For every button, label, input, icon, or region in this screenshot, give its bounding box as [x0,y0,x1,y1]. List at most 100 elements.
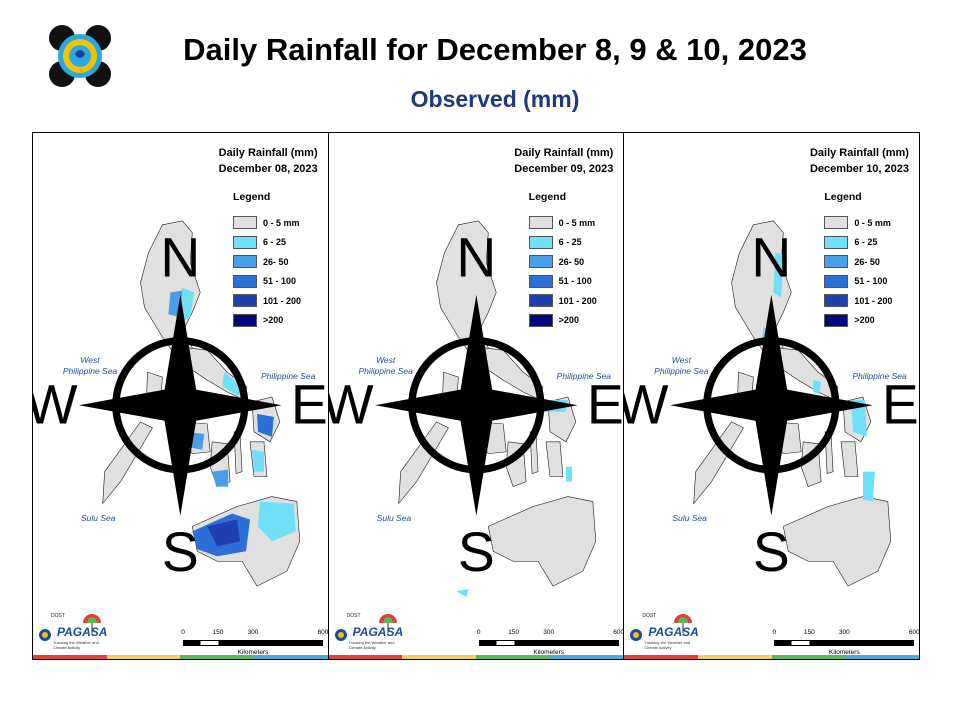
legend-row-101-200: 101 - 200 [528,291,597,311]
scale-bar-graphic [478,640,619,646]
svg-text:E: E [291,374,328,436]
sea-label-west: West Philippine Sea [654,355,709,376]
legend-row-6-25: 6 - 25 [528,233,597,253]
rain-leyte [565,466,572,482]
svg-text:W: W [624,374,668,436]
rain-negros [212,469,229,487]
rain-mindanao-north [257,501,296,542]
legend-swatch [824,313,849,327]
rain-mindanao-west-b [207,519,241,547]
legend-row-0-5: 0 - 5 mm [528,213,597,233]
legend-swatch [824,255,849,269]
rain-palawan-tip [456,589,469,598]
legend-label: 0 - 5 mm [854,217,891,228]
scale-tick: 300 [543,629,555,636]
legend-label: 101 - 200 [854,295,893,306]
legend-label: 6 - 25 [854,237,878,248]
panel-heading: Daily Rainfall (mm) [514,147,614,159]
sea-label-west: West Philippine Sea [358,355,413,376]
legend-row-6-25: 6 - 25 [824,233,892,253]
pagasa-footer-logo: DOST PAGASA Tracking the Weather and Cli… [333,611,403,651]
map-panel-dec-10: N S W E Daily Rainfall (mm) December 10,… [624,133,920,659]
scale-unit: Kilometers [533,649,565,656]
scale-bar-graphic [183,640,323,646]
scale-tick: 150 [508,629,520,636]
legend-swatch [233,235,257,249]
legend-label: 26- 50 [854,256,880,267]
legend-swatch [528,294,553,308]
rain-luzon-ne [773,252,784,298]
dost-label: DOST [51,613,65,619]
footer-color-strip [624,655,920,659]
agency-label: PAGASA [57,625,108,639]
scale-tick: 0 [772,629,777,636]
philippines-map-dec-10 [693,220,892,587]
pagasa-footer-logo: DOST PAGASA Tracking the Weather and Cli… [628,611,699,651]
panel-heading: Daily Rainfall (mm) [809,147,909,159]
page-title: Daily Rainfall for December 8, 9 & 10, 2… [183,32,807,67]
legend-row-26-50: 26- 50 [233,252,301,272]
pagasa-emblem-icon [630,614,693,641]
agency-tagline: Tracking the Weather and Climate Activit… [53,640,99,650]
legend-title: Legend [233,191,271,203]
legend-label: >200 [854,315,875,326]
pagasa-seal-logo [48,24,112,88]
scale-tick: 0 [181,629,185,636]
legend-title: Legend [824,191,862,203]
agency-tagline: Tracking the Weather and Climate Activit… [348,640,395,650]
legend-label: 51 - 100 [263,276,297,287]
agency-label: PAGASA [648,625,699,639]
legend-row-101-200: 101 - 200 [824,291,892,311]
leyte-landmass [841,441,859,477]
dost-label: DOST [642,613,657,619]
scale-tick: 600 [317,629,329,636]
legend-label: 26- 50 [558,256,585,267]
legend-swatch [824,235,849,249]
legend-label: 101 - 200 [558,295,597,306]
panel-title: Daily Rainfall (mm) December 09, 2023 [514,145,613,177]
rain-mindanao-ne [863,471,876,502]
legend: 0 - 5 mm 6 - 25 26- 50 51 - 100 101 - 20… [824,213,892,330]
rain-samar [851,399,868,437]
pagasa-emblem-icon [39,614,101,641]
agency-label: PAGASA [352,625,404,639]
legend-label: 51 - 100 [854,276,888,287]
scale-tick: 300 [247,629,259,636]
legend: 0 - 5 mm 6 - 25 26- 50 51 - 100 101 - 20… [233,213,301,330]
svg-text:E: E [882,374,919,436]
legend-row-51-100: 51 - 100 [528,272,597,292]
legend-row-51-100: 51 - 100 [824,272,892,292]
legend-swatch [233,255,257,269]
legend-swatch [528,255,553,269]
legend-swatch [233,216,257,230]
mindanao-landmass [783,496,892,587]
panel-date: December 10, 2023 [809,163,910,175]
legend-row-26-50: 26- 50 [824,252,892,272]
svg-text:S: S [458,521,495,583]
legend: 0 - 5 mm 6 - 25 26- 50 51 - 100 101 - 20… [528,213,597,331]
legend-swatch [824,216,849,230]
scale-tick: 600 [613,629,625,636]
scale-unit: Kilometers [828,649,860,656]
svg-text:W: W [33,374,77,436]
scale-unit: Kilometers [237,649,269,656]
rain-samar [256,413,274,437]
svg-text:N: N [752,226,792,288]
legend-swatch [233,313,257,327]
svg-text:N: N [456,226,496,288]
legend-label: 6 - 25 [263,237,287,248]
sea-label-east: Philippine Sea [556,371,612,381]
legend-row-200plus: >200 [528,311,597,331]
scale-bar: 0 150 300 600 Kilometers [772,629,919,656]
panel-date: December 08, 2023 [218,163,318,175]
leyte-landmass [545,441,563,477]
pagasa-footer-logo: DOST PAGASA Tracking the Weather and Cli… [37,611,107,651]
sea-label-sulu: Sulu Sea [81,513,116,523]
svg-text:N: N [160,226,200,288]
mindanao-landmass [487,496,596,587]
map-panel-dec-09: N S W E Daily Rainfall (mm) December 09,… [328,133,625,659]
panel-title: Daily Rainfall (mm) December 10, 2023 [810,145,909,177]
legend-swatch [824,294,849,308]
panel-date: December 09, 2023 [514,163,614,175]
legend-label: 101 - 200 [263,295,302,306]
